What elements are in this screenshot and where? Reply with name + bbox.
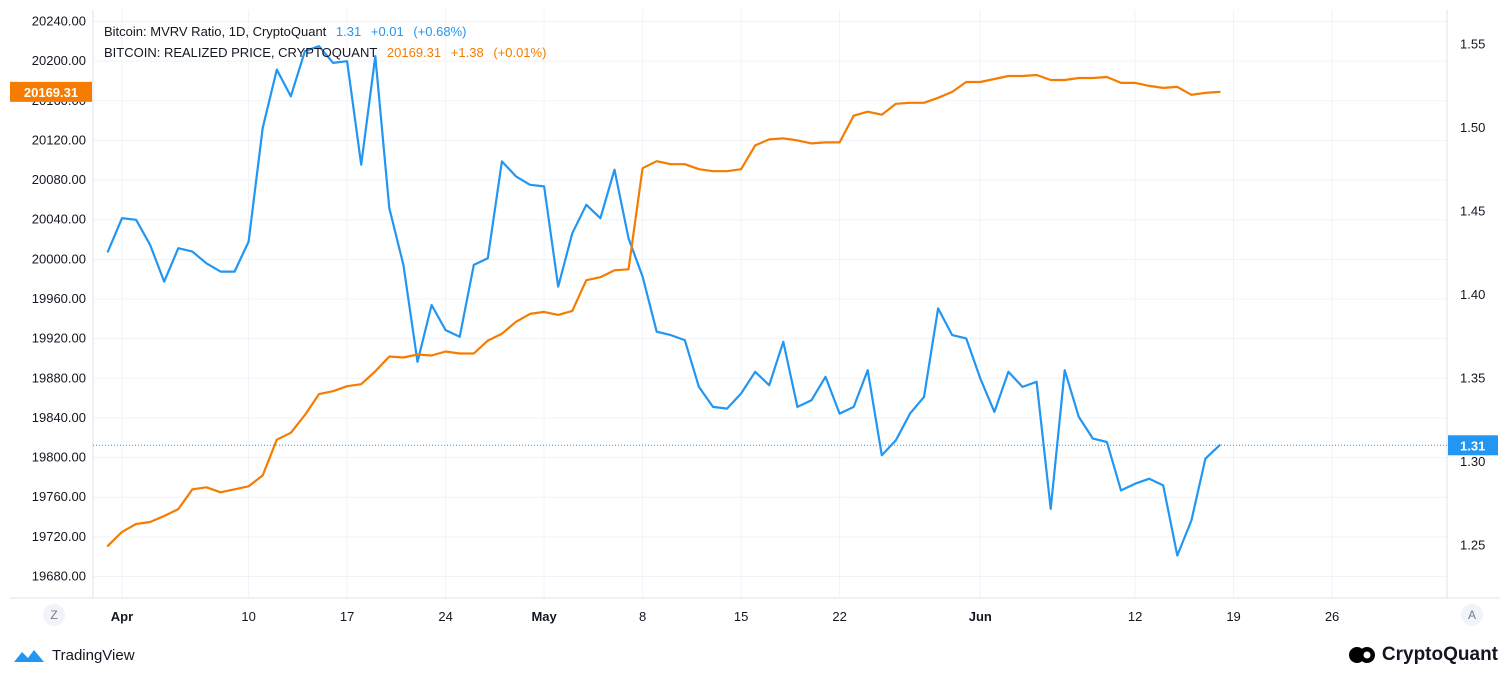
right-tick-label: 1.50	[1460, 120, 1485, 135]
cryptoquant-mark-icon	[1348, 647, 1375, 663]
x-tick-label: 19	[1226, 609, 1240, 624]
timezone-toggle-button[interactable]: Z	[43, 604, 65, 626]
right-tick-label: 1.25	[1460, 538, 1485, 553]
left-tick-label: 20080.00	[32, 172, 86, 187]
realized-price-series-line	[106, 73, 1221, 547]
time-axis: Apr 10 17 24 May 8 15 22 Jun 12 19 26	[111, 609, 1340, 624]
left-tick-label: 19920.00	[32, 331, 86, 346]
left-tick-label: 20200.00	[32, 53, 86, 68]
auto-scale-button[interactable]: A	[1461, 604, 1483, 626]
legend-mvrv-change-pct: (+0.68%)	[413, 24, 467, 39]
right-tick-label: 1.35	[1460, 371, 1485, 386]
left-tick-label: 19880.00	[32, 370, 86, 385]
right-tick-label: 1.40	[1460, 287, 1485, 302]
x-tick-label: Apr	[111, 609, 133, 624]
right-tick-label: 1.45	[1460, 204, 1485, 219]
mvrv-last-value-label: 1.31	[1460, 438, 1485, 453]
legend-realized-name: BITCOIN: REALIZED PRICE, CRYPTOQUANT	[104, 45, 378, 60]
realized-last-value-tag	[10, 81, 92, 102]
legend-mvrv-value: 1.31	[335, 24, 362, 39]
tradingview-cloud-icon	[14, 650, 44, 662]
series-layer	[93, 45, 1447, 557]
legend-realized-change-pct: (+0.01%)	[493, 45, 547, 60]
right-tick-label: 1.30	[1460, 454, 1485, 469]
x-tick-label: May	[531, 609, 557, 624]
legend-mvrv-change: +0.01	[370, 24, 404, 39]
left-tick-label: 19960.00	[32, 291, 86, 306]
realized-last-value-label: 20169.31	[24, 85, 78, 100]
left-tick-label: 19760.00	[32, 489, 86, 504]
right-price-axis: 1.55 1.50 1.45 1.40 1.35 1.30 1.25	[1460, 37, 1485, 553]
x-tick-label: 24	[438, 609, 452, 624]
x-tick-label: Jun	[969, 609, 992, 624]
left-tick-label: 20240.00	[32, 14, 86, 29]
legend-realized-price[interactable]: BITCOIN: REALIZED PRICE, CRYPTOQUANT 201…	[104, 45, 546, 60]
left-tick-label: 19720.00	[32, 529, 86, 544]
left-tick-label: 20120.00	[32, 132, 86, 147]
cryptoquant-label: CryptoQuant	[1381, 644, 1498, 665]
x-tick-label: 22	[832, 609, 846, 624]
x-tick-label: 17	[340, 609, 354, 624]
legend-mvrv-name: Bitcoin: MVRV Ratio, 1D, CryptoQuant	[104, 24, 327, 39]
mvrv-last-value-tag	[1448, 435, 1498, 456]
x-tick-label: 10	[241, 609, 255, 624]
grid-lines	[93, 10, 1447, 598]
axis-frame	[10, 10, 1500, 599]
legend-realized-value: 20169.31	[386, 45, 442, 60]
last-value-labels: 20169.31 1.31	[10, 81, 1498, 456]
left-tick-label: 19680.00	[32, 569, 86, 584]
left-tick-label: 19840.00	[32, 410, 86, 425]
left-tick-label: 20000.00	[32, 251, 86, 266]
right-tick-label: 1.55	[1460, 37, 1485, 52]
x-tick-label: 8	[639, 609, 646, 624]
x-tick-label: 12	[1128, 609, 1142, 624]
legend-mvrv[interactable]: Bitcoin: MVRV Ratio, 1D, CryptoQuant 1.3…	[104, 24, 467, 39]
x-tick-label: 26	[1325, 609, 1339, 624]
cryptoquant-logo: CryptoQuant	[1348, 644, 1498, 666]
left-tick-label: 20040.00	[32, 212, 86, 227]
mvrv-series-line	[106, 45, 1221, 557]
x-tick-label: 15	[734, 609, 748, 624]
left-tick-label: 19800.00	[32, 450, 86, 465]
tradingview-label: TradingView	[52, 646, 135, 664]
tradingview-logo[interactable]: TradingView	[12, 646, 135, 664]
legend-realized-change: +1.38	[450, 45, 484, 60]
